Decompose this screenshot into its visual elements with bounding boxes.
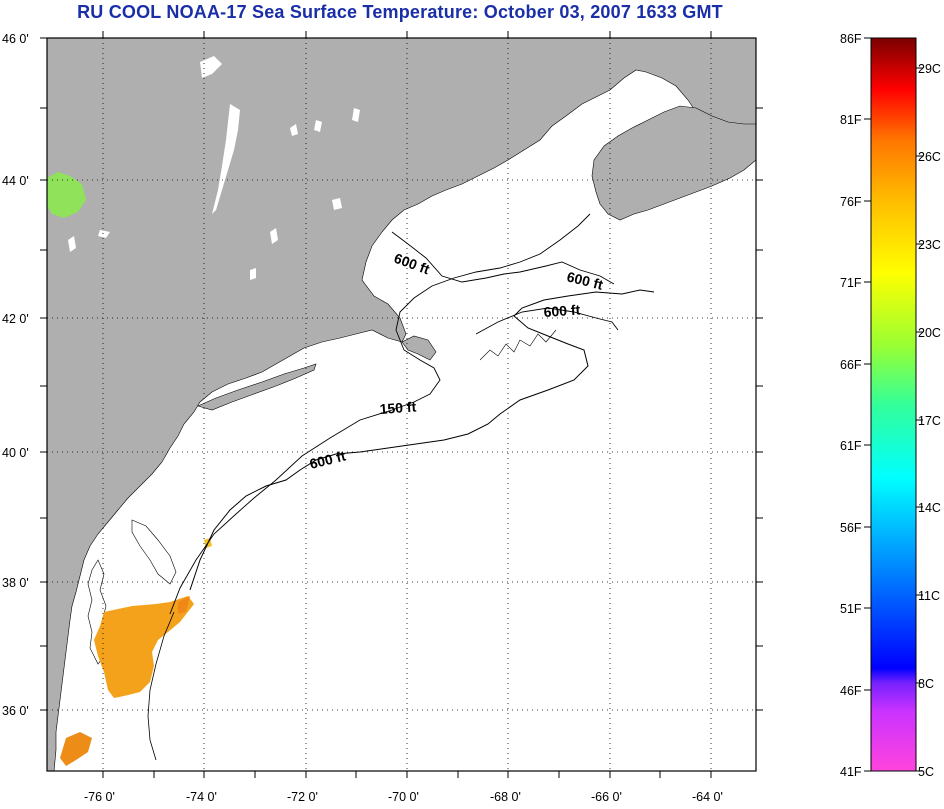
colorbar-ticks xyxy=(864,37,923,772)
colorbar-f-label: 46F xyxy=(840,684,862,698)
isobath-600ft-inner xyxy=(391,231,615,285)
colorbar-f-label: 61F xyxy=(840,439,862,453)
map-frame xyxy=(46,37,757,772)
axis-ticks xyxy=(40,31,763,778)
long-island-land xyxy=(197,363,317,411)
lon-label-70: -70 0' xyxy=(388,790,419,804)
isobath-label: 600 ft xyxy=(543,301,581,320)
sst-warm-patch-small xyxy=(178,596,190,614)
sst-warm-patch xyxy=(94,596,194,698)
lake xyxy=(352,108,360,122)
colorbar-c-label: 23C xyxy=(918,238,941,252)
colorbar-c-label: 20C xyxy=(918,326,941,340)
colorbar-c-label: 29C xyxy=(918,62,941,76)
lake xyxy=(200,56,222,78)
sst-warm-patch-south xyxy=(60,732,92,766)
colorbar-f-label: 86F xyxy=(840,32,862,46)
north-america-land xyxy=(47,38,756,771)
colorbar-f-label: 41F xyxy=(840,765,862,779)
lon-label-64: -64 0' xyxy=(692,790,723,804)
isobath-150ft xyxy=(169,213,591,615)
lat-lon-grid xyxy=(47,38,756,771)
lake xyxy=(98,230,110,238)
lat-label-46: 46 0' xyxy=(2,32,29,46)
isobath-600ft-georges xyxy=(475,307,619,335)
lake xyxy=(290,124,298,136)
lat-label-40: 40 0' xyxy=(2,446,29,460)
lat-label-42: 42 0' xyxy=(2,312,29,326)
delaware-bay xyxy=(131,519,177,585)
lon-label-76: -76 0' xyxy=(84,790,115,804)
isobath-bank-ridges xyxy=(479,329,557,361)
lake xyxy=(250,268,256,280)
colorbar-f-label: 56F xyxy=(840,521,862,535)
lake xyxy=(270,228,278,244)
map-title: RU COOL NOAA-17 Sea Surface Temperature:… xyxy=(77,2,723,22)
lake xyxy=(68,236,76,252)
lon-label-72: -72 0' xyxy=(287,790,318,804)
colorbar-f-label: 66F xyxy=(840,358,862,372)
colorbar-c-label: 14C xyxy=(918,501,941,515)
nova-scotia-land xyxy=(591,105,756,221)
colorbar-c-label: 11C xyxy=(918,589,940,603)
isobath-600ft-gulf xyxy=(189,289,655,591)
colorbar-c-label: 17C xyxy=(918,414,941,428)
isobath-label: 150 ft xyxy=(379,398,417,417)
isobath-shelf-south xyxy=(147,611,175,761)
colorbar-f-label: 81F xyxy=(840,113,862,127)
colorbar-c-label: 26C xyxy=(918,150,941,164)
colorbar-f-label: 71F xyxy=(840,276,862,290)
lat-label-36: 36 0' xyxy=(2,704,29,718)
lake xyxy=(332,198,342,210)
lat-label-38: 38 0' xyxy=(2,576,29,590)
lake xyxy=(314,120,322,132)
lat-label-44: 44 0' xyxy=(2,174,29,188)
sst-cool-patch xyxy=(47,172,86,218)
colorbar-f-label: 76F xyxy=(840,195,862,209)
colorbar-f-label: 51F xyxy=(840,602,862,616)
colorbar-c-label: 5C xyxy=(918,765,934,779)
lon-label-74: -74 0' xyxy=(186,790,217,804)
lon-label-68: -68 0' xyxy=(490,790,521,804)
colorbar-c-label: 8C xyxy=(918,677,934,691)
lon-label-66: -66 0' xyxy=(591,790,622,804)
temperature-colorbar xyxy=(870,37,917,772)
cape-cod-land xyxy=(401,335,437,361)
lake xyxy=(212,104,240,214)
